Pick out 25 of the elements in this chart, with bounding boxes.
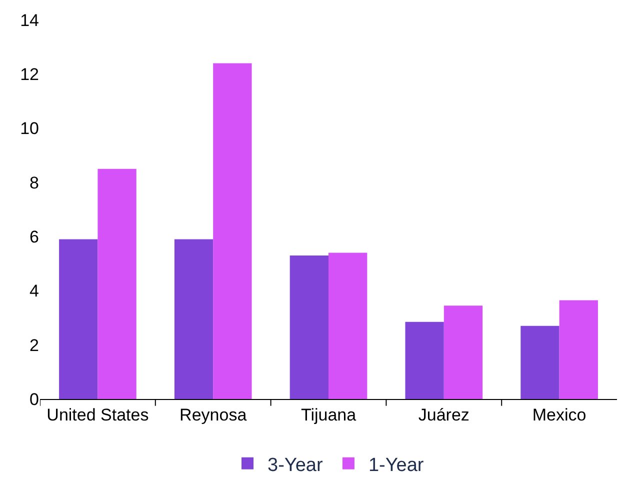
bar xyxy=(328,252,368,399)
bar xyxy=(59,239,98,399)
x-tick-label: United States xyxy=(46,405,149,424)
y-tick-label: 10 xyxy=(20,119,39,138)
bar xyxy=(520,326,560,399)
bar xyxy=(290,256,328,399)
y-tick-label: 12 xyxy=(20,65,39,84)
legend-label: 3-Year xyxy=(268,454,324,476)
legend-label: 1-Year xyxy=(368,454,424,476)
bar xyxy=(559,300,598,399)
x-tick-label: Tijuana xyxy=(300,405,357,424)
x-tick-label: Juárez xyxy=(418,405,470,424)
bar xyxy=(174,239,214,399)
y-tick-label: 0 xyxy=(30,390,39,409)
bar xyxy=(444,306,483,399)
y-tick-label: 2 xyxy=(30,336,39,355)
x-tick-label: Reynosa xyxy=(180,405,248,424)
y-tick-label: 6 xyxy=(30,228,39,247)
bar xyxy=(213,63,252,399)
y-tick-label: 8 xyxy=(30,173,39,192)
x-tick-label: Mexico xyxy=(532,405,586,424)
bar xyxy=(98,168,136,399)
y-tick-label: 4 xyxy=(30,282,39,301)
bar xyxy=(405,322,444,399)
y-tick-label: 14 xyxy=(20,10,39,30)
